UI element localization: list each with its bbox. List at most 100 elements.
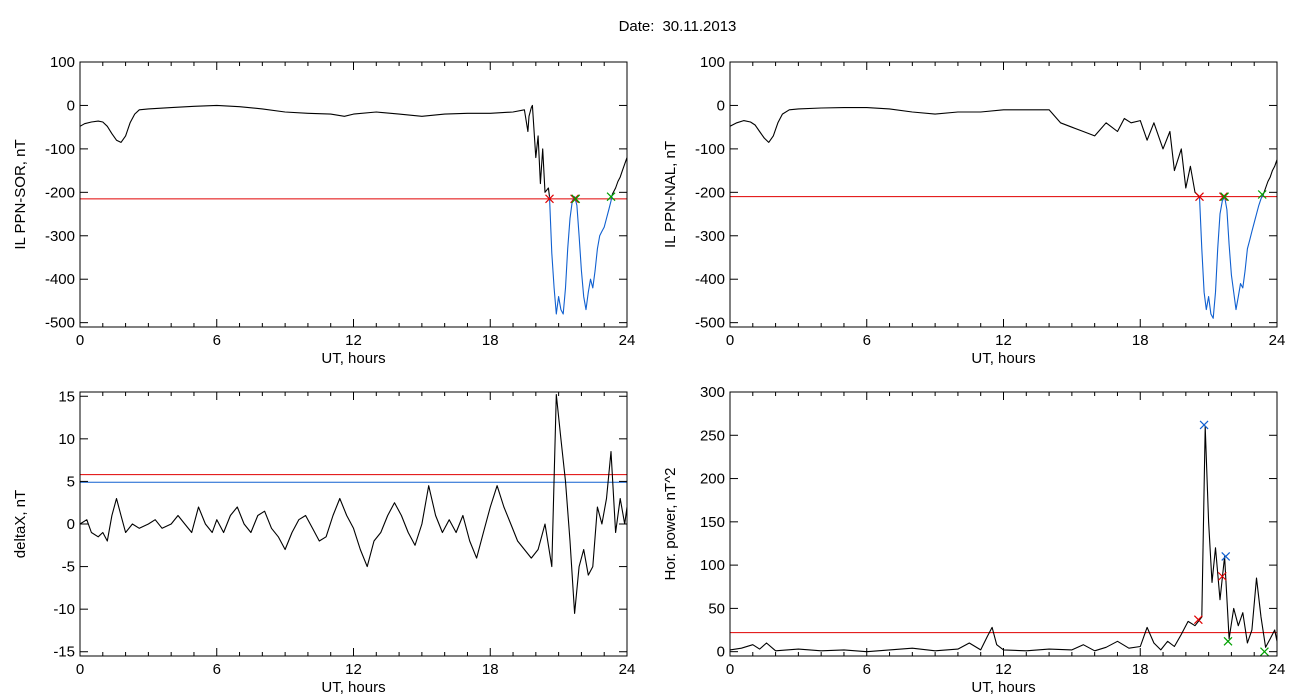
marker-stroke — [1220, 192, 1230, 202]
marker-stroke — [571, 194, 581, 204]
x-tick-label: 12 — [995, 661, 1012, 678]
y-axis-label: Hor. power, nT^2 — [662, 468, 679, 581]
event-marker — [1257, 190, 1267, 199]
marker-stroke — [1221, 552, 1231, 561]
date-label: Date: — [618, 18, 655, 35]
x-tick-label: 18 — [1132, 661, 1149, 678]
date-value: 30.11.2013 — [662, 18, 737, 35]
y-tick-label: 100 — [700, 54, 725, 71]
x-tick-label: 18 — [482, 661, 499, 678]
x-tick-label: 6 — [863, 661, 871, 678]
marker-stroke — [1219, 192, 1228, 202]
y-tick-label: 15 — [58, 388, 75, 405]
y-tick-label: -200 — [45, 184, 75, 201]
x-tick-label: 24 — [619, 332, 636, 349]
y-tick-label: -400 — [695, 271, 725, 288]
y-tick-label: 10 — [58, 431, 75, 448]
event-marker — [1223, 636, 1233, 646]
y-axis-label: IL PPN-SOR, nT — [12, 139, 29, 249]
x-tick-label: 24 — [1269, 332, 1286, 349]
y-axis-label: deltaX, nT — [12, 490, 29, 558]
series-line-3 — [611, 157, 628, 195]
series-line-1 — [729, 426, 1278, 653]
event-marker — [1199, 420, 1209, 430]
y-tick-label: 0 — [67, 516, 75, 533]
marker-stroke — [570, 194, 580, 204]
marker-stroke — [545, 194, 554, 204]
x-tick-label: 0 — [76, 332, 84, 349]
y-tick-label: -100 — [695, 141, 725, 158]
series-line-2 — [1198, 194, 1264, 319]
event-marker — [1193, 615, 1203, 625]
marker-stroke — [1217, 571, 1227, 581]
chart-header: Date: 30.11.2013 — [0, 18, 1300, 35]
x-tick-label: 0 — [726, 332, 734, 349]
y-tick-label: -300 — [695, 228, 725, 245]
chart-panel-1: 0 6 12 18 24 100 0 -100 -200 -300 -400 -500 UT, hour… — [12, 54, 635, 367]
y-axis-label: IL PPN-NAL, nT — [662, 141, 679, 248]
x-tick-label: 6 — [213, 332, 221, 349]
y-tick-label: 150 — [700, 514, 725, 531]
x-tick-label: 12 — [345, 661, 362, 678]
plot-frame — [729, 61, 1278, 328]
x-tick-label: 12 — [995, 332, 1012, 349]
y-tick-label: -400 — [45, 271, 75, 288]
series-line-1 — [729, 107, 1200, 198]
event-marker — [545, 194, 554, 204]
marker-stroke — [1199, 420, 1209, 430]
event-marker — [1220, 192, 1230, 202]
y-tick-label: -5 — [62, 559, 75, 576]
marker-stroke — [1193, 615, 1203, 625]
x-tick-label: 0 — [76, 661, 84, 678]
marker-stroke — [1223, 636, 1233, 646]
event-marker — [1219, 192, 1228, 202]
y-tick-label: 5 — [67, 473, 75, 490]
chart-panel-2: 0 6 12 18 24 100 0 -100 -200 -300 -400 -500 UT, hour… — [662, 54, 1285, 367]
y-tick-label: 250 — [700, 427, 725, 444]
y-tick-label: 100 — [50, 54, 75, 71]
event-marker — [606, 192, 616, 202]
series-line-3 — [1262, 159, 1278, 195]
y-tick-label: -15 — [53, 644, 75, 661]
y-tick-label: -100 — [45, 141, 75, 158]
y-tick-label: 300 — [700, 384, 725, 401]
x-tick-label: 12 — [345, 332, 362, 349]
chart-panel-4: 0 6 12 18 24 300 250 200 150 100 50 0 UT, hours Hor. … — [662, 384, 1285, 696]
y-tick-label: 0 — [717, 644, 725, 661]
y-tick-label: -200 — [695, 184, 725, 201]
series-line-2 — [548, 194, 613, 315]
y-tick-label: 200 — [700, 471, 725, 488]
event-marker — [571, 194, 581, 204]
series-line-1 — [79, 104, 551, 197]
chart-panel-3: 0 6 12 18 24 15 10 5 0 -5 -10 -15 UT, hours deltaX, n… — [12, 388, 635, 696]
marker-stroke — [606, 192, 616, 202]
marker-stroke — [1257, 190, 1267, 199]
marker-stroke — [1195, 192, 1204, 202]
y-tick-label: -500 — [695, 315, 725, 332]
x-tick-label: 6 — [213, 661, 221, 678]
event-marker — [1217, 571, 1227, 581]
x-tick-label: 6 — [863, 332, 871, 349]
x-tick-label: 18 — [482, 332, 499, 349]
event-marker — [1221, 552, 1231, 561]
x-tick-label: 24 — [619, 661, 636, 678]
x-tick-label: 18 — [1132, 332, 1149, 349]
marker-stroke — [1260, 647, 1269, 657]
y-tick-label: 0 — [67, 97, 75, 114]
x-axis-label: UT, hours — [971, 679, 1035, 696]
series-line-1 — [79, 394, 628, 614]
y-tick-label: 0 — [717, 97, 725, 114]
x-tick-label: 0 — [726, 661, 734, 678]
x-axis-label: UT, hours — [971, 350, 1035, 367]
y-tick-label: -10 — [53, 601, 75, 618]
x-axis-label: UT, hours — [321, 350, 385, 367]
y-tick-label: -300 — [45, 228, 75, 245]
y-tick-label: 100 — [700, 557, 725, 574]
plot-frame — [79, 61, 628, 328]
y-tick-label: 50 — [708, 600, 725, 617]
event-marker — [1260, 647, 1269, 657]
event-marker — [570, 194, 580, 204]
x-axis-label: UT, hours — [321, 679, 385, 696]
event-marker — [1195, 192, 1204, 202]
